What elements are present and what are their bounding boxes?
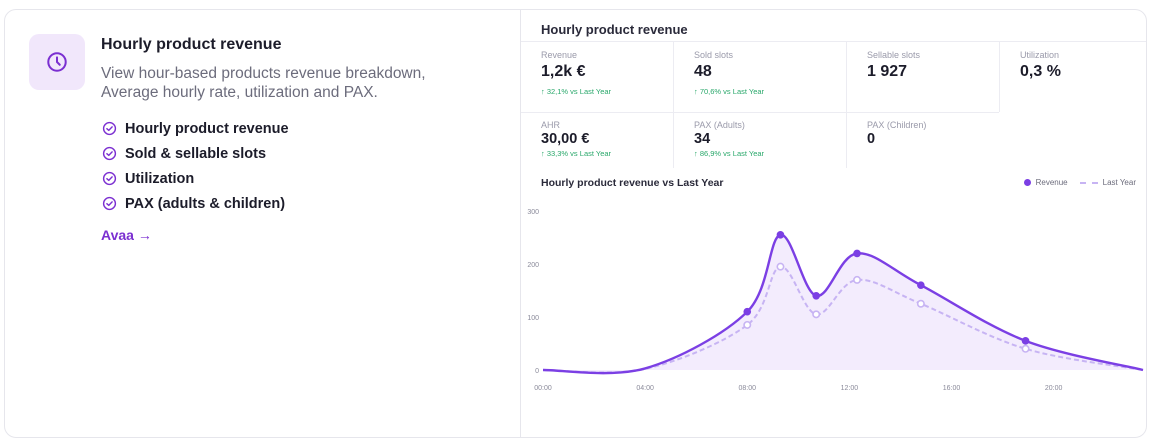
card-title: Hourly product revenue: [101, 36, 282, 53]
revenue-point: [743, 307, 752, 316]
feature-item: Sold & sellable slots: [102, 141, 289, 166]
kpi-value: 0: [867, 131, 876, 147]
last-year-point: [812, 310, 821, 319]
revenue-point: [853, 249, 861, 258]
x-tick-label: 12:00: [841, 385, 859, 392]
feature-item: Hourly product revenue: [102, 116, 289, 141]
kpi-value: 1,2k €: [541, 63, 586, 80]
legend-last-year-dash: [1079, 181, 1098, 184]
kpi-tile: Sold slots 48 ↑ 70,6% vs Last Year: [673, 41, 846, 112]
kpi-change: ↑ 70,6% vs Last Year: [694, 87, 765, 96]
last-year-point: [1021, 344, 1030, 353]
product-card: Hourly product revenue View hour-based p…: [4, 9, 1147, 438]
clock-icon-box: [29, 34, 85, 90]
kpi-grid: Revenue 1,2k € ↑ 32,1% vs Last Year Sold sl…: [521, 41, 1146, 168]
y-tick-label: 200: [527, 262, 539, 269]
y-tick-label: 100: [527, 315, 539, 322]
feature-label: Hourly product revenue: [125, 120, 289, 137]
kpi-label: Sold slots: [694, 50, 734, 60]
revenue-point: [917, 281, 925, 289]
kpi-value: 1 927: [867, 63, 908, 80]
revenue-area: [543, 234, 1143, 374]
kpi-change: ↑ 32,1% vs Last Year: [541, 87, 612, 96]
y-tick-label: 0: [535, 368, 539, 375]
feature-list: Hourly product revenue Sold & sellable sl…: [102, 116, 289, 216]
x-tick-label: 16:00: [943, 385, 961, 392]
x-tick-label: 04:00: [636, 385, 654, 392]
chart-title: Hourly product revenue vs Last Year: [541, 177, 724, 189]
x-tick-label: 00:00: [534, 385, 552, 392]
kpi-tile: Utilization 0,3 %: [999, 41, 1146, 112]
kpi-label: Sellable slots: [867, 50, 921, 60]
check-circle-icon: [102, 121, 117, 136]
open-link[interactable]: Avaa →: [101, 227, 152, 243]
y-tick-label: 300: [527, 209, 539, 216]
kpi-label: AHR: [541, 120, 561, 130]
kpi-tile: Sellable slots 1 927: [846, 41, 999, 112]
check-circle-icon: [102, 171, 117, 186]
last-year-point: [853, 275, 862, 284]
kpi-label: PAX (Children): [867, 120, 927, 130]
card-info: Hourly product revenue View hour-based p…: [5, 10, 520, 437]
clock-icon: [47, 52, 67, 72]
last-year-point: [916, 299, 925, 308]
kpi-tile: PAX (Adults) 34 ↑ 86,9% vs Last Year: [673, 112, 846, 168]
kpi-change: ↑ 86,9% vs Last Year: [694, 149, 765, 158]
kpi-label: Utilization: [1020, 50, 1060, 60]
kpi-tile: AHR 30,00 € ↑ 33,3% vs Last Year: [521, 112, 673, 168]
check-circle-icon: [102, 146, 117, 161]
revenue-point: [812, 292, 820, 300]
feature-label: Utilization: [125, 170, 195, 187]
kpi-value: 48: [694, 63, 712, 80]
revenue-point: [1021, 337, 1030, 345]
kpi-tile: PAX (Children) 0: [846, 112, 999, 168]
revenue-chart: 0 100 200 300 00:00 04:00 08:00 12:00 16:00 20:00: [527, 209, 1144, 392]
feature-label: Sold & sellable slots: [125, 145, 267, 162]
legend-revenue-dot: [1023, 179, 1031, 186]
x-tick-label: 08:00: [738, 385, 756, 392]
kpi-value: 30,00 €: [541, 131, 590, 147]
check-circle-icon: [102, 196, 117, 211]
kpi-tile: Revenue 1,2k € ↑ 32,1% vs Last Year: [521, 41, 673, 112]
feature-item: Utilization: [102, 166, 289, 191]
kpi-value: 0,3 %: [1020, 63, 1061, 80]
card-description: View hour-based products revenue breakdo…: [101, 65, 426, 101]
last-year-point: [743, 320, 752, 329]
legend-revenue-label: Revenue: [1035, 178, 1068, 187]
kpi-change: ↑ 33,3% vs Last Year: [541, 149, 612, 158]
x-tick-label: 20:00: [1045, 385, 1063, 392]
feature-item: PAX (adults & children): [102, 191, 289, 216]
kpi-value: 34: [694, 131, 711, 147]
kpi-label: PAX (Adults): [694, 120, 745, 130]
last-year-point: [776, 262, 785, 271]
panel-title: Hourly product revenue: [541, 22, 688, 37]
feature-label: PAX (adults & children): [125, 195, 286, 212]
kpi-label: Revenue: [541, 50, 578, 60]
revenue-point: [776, 231, 785, 239]
preview-panel: Hourly product revenue Revenue 1,2k € ↑ 32…: [520, 10, 1146, 437]
chart-legend: Revenue Last Year: [1023, 178, 1136, 187]
legend-last-year-label: Last Year: [1102, 178, 1136, 187]
